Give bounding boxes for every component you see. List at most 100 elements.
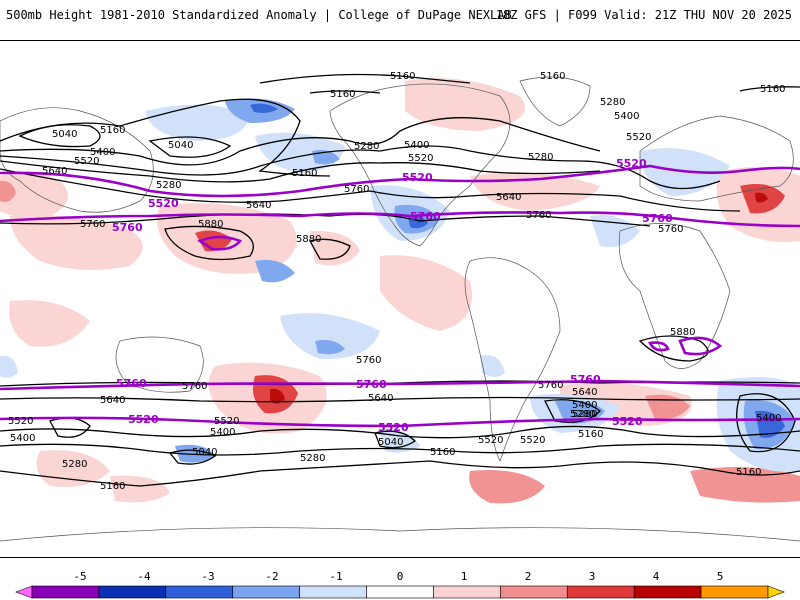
positive-anomaly [380,255,472,331]
negative-anomaly [280,313,380,360]
contour-5280 [0,117,601,166]
contour-label: 5400 [210,427,235,438]
negative-anomaly [0,355,18,378]
positive-anomaly [645,394,690,420]
contour-label: 5160 [736,467,761,478]
colorbar-tick: -3 [201,570,215,583]
contour-label: 5520 [8,416,33,427]
contour-5160-north [309,90,381,94]
contour-label: 5280 [572,409,597,420]
positive-anomaly [470,172,600,211]
purple-contour-label: 5760 [356,378,387,391]
contour-label: 5760 [526,210,551,221]
model-run-info: 18Z GFS | F099 Valid: 21Z THU NOV 20 202… [495,8,792,22]
contour-label: 5400 [90,147,115,158]
contour-5640-south [0,396,800,403]
colorbar-swatch [700,585,769,599]
contour-label: 5760 [658,224,683,235]
contour-label: 5400 [572,400,597,411]
contour-5040 [148,136,232,158]
contour-label: 5040 [168,140,193,151]
black-contour-labels: 5160 5160 5160 5040 5160 5040 5400 5520 … [8,71,785,492]
contour-label: 5520 [626,132,651,143]
contour-label: 5160 [540,71,565,82]
purple-contour-5760-north [0,211,800,228]
contour-label: 5880 [670,327,695,338]
contour-label: 5640 [42,166,67,177]
contour-label: 5520 [74,156,99,167]
colorbar-tick: -2 [265,570,279,583]
positive-anomaly [110,475,170,503]
positive-anomaly [0,180,16,202]
contour-label: 5160 [578,429,603,440]
contour-label: 5280 [528,152,553,163]
purple-contour-5880-ring [197,235,243,251]
negative-anomaly [590,215,640,247]
contour-label: 5760 [182,381,207,392]
contour-5280-south [0,443,800,456]
negative-anomaly [175,444,215,463]
greenland-outline [519,76,591,127]
contour-label: 5520 [408,153,433,164]
anomaly-colorbar: -5 -4 -3 -2 -1 0 1 2 3 4 5 [0,570,800,600]
map-title: 500mb Height 1981-2010 Standardized Anom… [6,8,512,22]
contour-label: 5640 [246,200,271,211]
contour-5160 [0,98,331,177]
contour-5880 [638,335,709,362]
contour-label: 5760 [344,184,369,195]
purple-contour-5760-south [0,379,800,391]
north-america-outline [329,83,511,247]
colorbar-tick: -1 [329,570,343,583]
asia-outline [0,107,154,213]
positive-anomaly [0,172,68,218]
purple-contour-label: 5520 [612,415,643,428]
contour-label: 5880 [296,234,321,245]
contour-label: 5520 [478,435,503,446]
contour-label: 5400 [614,111,639,122]
colorbar-swatch [232,585,300,599]
contour-label: 5760 [80,219,105,230]
colorbar-tick: 2 [524,570,532,583]
contour-5040-south [374,430,417,449]
colorbar-swatch [433,585,501,599]
colorbar-tick: 5 [716,570,724,583]
contour-label: 5160 [330,89,355,100]
negative-anomaly [408,215,428,229]
contour-5640 [0,168,741,212]
contour-label: 5160 [292,168,317,179]
contour-label: 5880 [198,219,223,230]
purple-contour-label: 5760 [116,377,147,390]
contour-5880 [309,238,351,260]
africa-outline [618,223,731,369]
contour-label: 5160 [100,481,125,492]
negative-anomaly [315,340,345,355]
purple-contour-label: 5760 [570,373,601,386]
negative-anomaly [255,259,295,283]
contour-label: 5640 [368,393,393,404]
contour-label: 5160 [390,71,415,82]
map-header: 500mb Height 1981-2010 Standardized Anom… [0,0,800,40]
contour-5400 [0,145,721,190]
contour-5160-north [739,86,800,92]
positive-anomaly [755,192,768,203]
colorbar-swatch [633,585,702,599]
purple-contour-label: 5520 [378,421,409,434]
purple-contour-labels: 5520 5760 5520 5760 5520 5760 5760 5760 … [112,157,673,434]
contour-5520 [0,160,601,183]
purple-contour-5520-north [0,164,800,198]
positive-anomaly [10,214,143,270]
contour-label: 5520 [214,416,239,427]
contour-5160-north [259,73,471,84]
colorbar-tick: 3 [588,570,596,583]
positive-anomaly [690,467,800,503]
purple-contour-label: 5520 [616,157,647,170]
colorbar-swatch [98,585,167,599]
contour-label: 5280 [570,409,595,420]
negative-anomaly [250,103,278,113]
contour-label: 5400 [404,140,429,151]
contour-label: 5280 [354,141,379,152]
positive-anomaly [195,230,232,252]
contour-5040-south [736,393,796,453]
colorbar-tick: -4 [137,570,151,583]
contour-label: 5520 [520,435,545,446]
